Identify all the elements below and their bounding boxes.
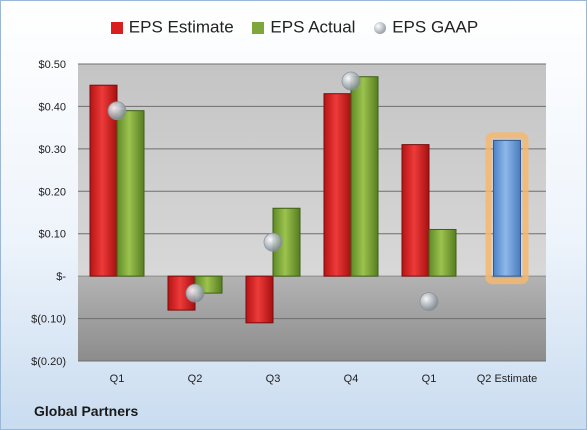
plot-area-positive (78, 64, 546, 277)
legend-label-eps-estimate: EPS Estimate (128, 17, 234, 37)
bar-eps-estimate-next (493, 139, 521, 277)
y-tick-label: $0.40 (38, 101, 66, 113)
y-tick-label: $- (56, 271, 66, 283)
x-tick-label: Q2 Estimate (477, 373, 538, 385)
marker-eps-gaap (185, 283, 205, 303)
marker-eps-gaap (107, 101, 127, 121)
x-tick-label: Q2 (188, 373, 203, 385)
y-tick-label: $(0.20) (31, 356, 66, 368)
company-name: Global Partners (34, 403, 139, 419)
marker-eps-gaap (341, 71, 361, 91)
bar-eps-actual (116, 110, 145, 277)
legend-swatch-eps-gaap (374, 21, 387, 34)
bar-eps-actual (350, 76, 379, 277)
marker-eps-gaap (419, 292, 439, 312)
marker-eps-gaap (263, 232, 283, 252)
bar-eps-estimate (245, 275, 274, 324)
x-tick-label: Q3 (266, 373, 281, 385)
y-tick-label: $0.30 (38, 144, 66, 156)
bar-eps-actual (428, 228, 457, 277)
y-tick-label: $(0.10) (31, 314, 66, 326)
legend-item-eps-gaap: EPS GAAP (374, 17, 478, 38)
legend-label-eps-gaap: EPS GAAP (392, 17, 479, 37)
estimate-highlight (485, 132, 529, 285)
x-tick-label: Q1 (110, 373, 125, 385)
y-tick-label: $0.10 (38, 229, 66, 241)
legend: EPS Estimate EPS Actual EPS GAAP (1, 17, 587, 38)
legend-swatch-eps-actual (252, 21, 265, 34)
legend-item-eps-estimate: EPS Estimate (110, 17, 234, 38)
legend-label-eps-actual: EPS Actual (270, 17, 356, 37)
y-tick-label: $0.50 (38, 59, 66, 71)
legend-item-eps-actual: EPS Actual (252, 17, 355, 38)
bar-eps-estimate (323, 93, 352, 277)
legend-swatch-eps-estimate (110, 21, 123, 34)
bar-eps-estimate (401, 144, 430, 277)
x-tick-label: Q1 (422, 373, 437, 385)
x-tick-label: Q4 (344, 373, 359, 385)
eps-chart: $0.50 $0.40 $0.30 $0.20 $0.10 $- $(0.10) $(0.20… (31, 59, 546, 385)
y-tick-label: $0.20 (38, 186, 66, 198)
